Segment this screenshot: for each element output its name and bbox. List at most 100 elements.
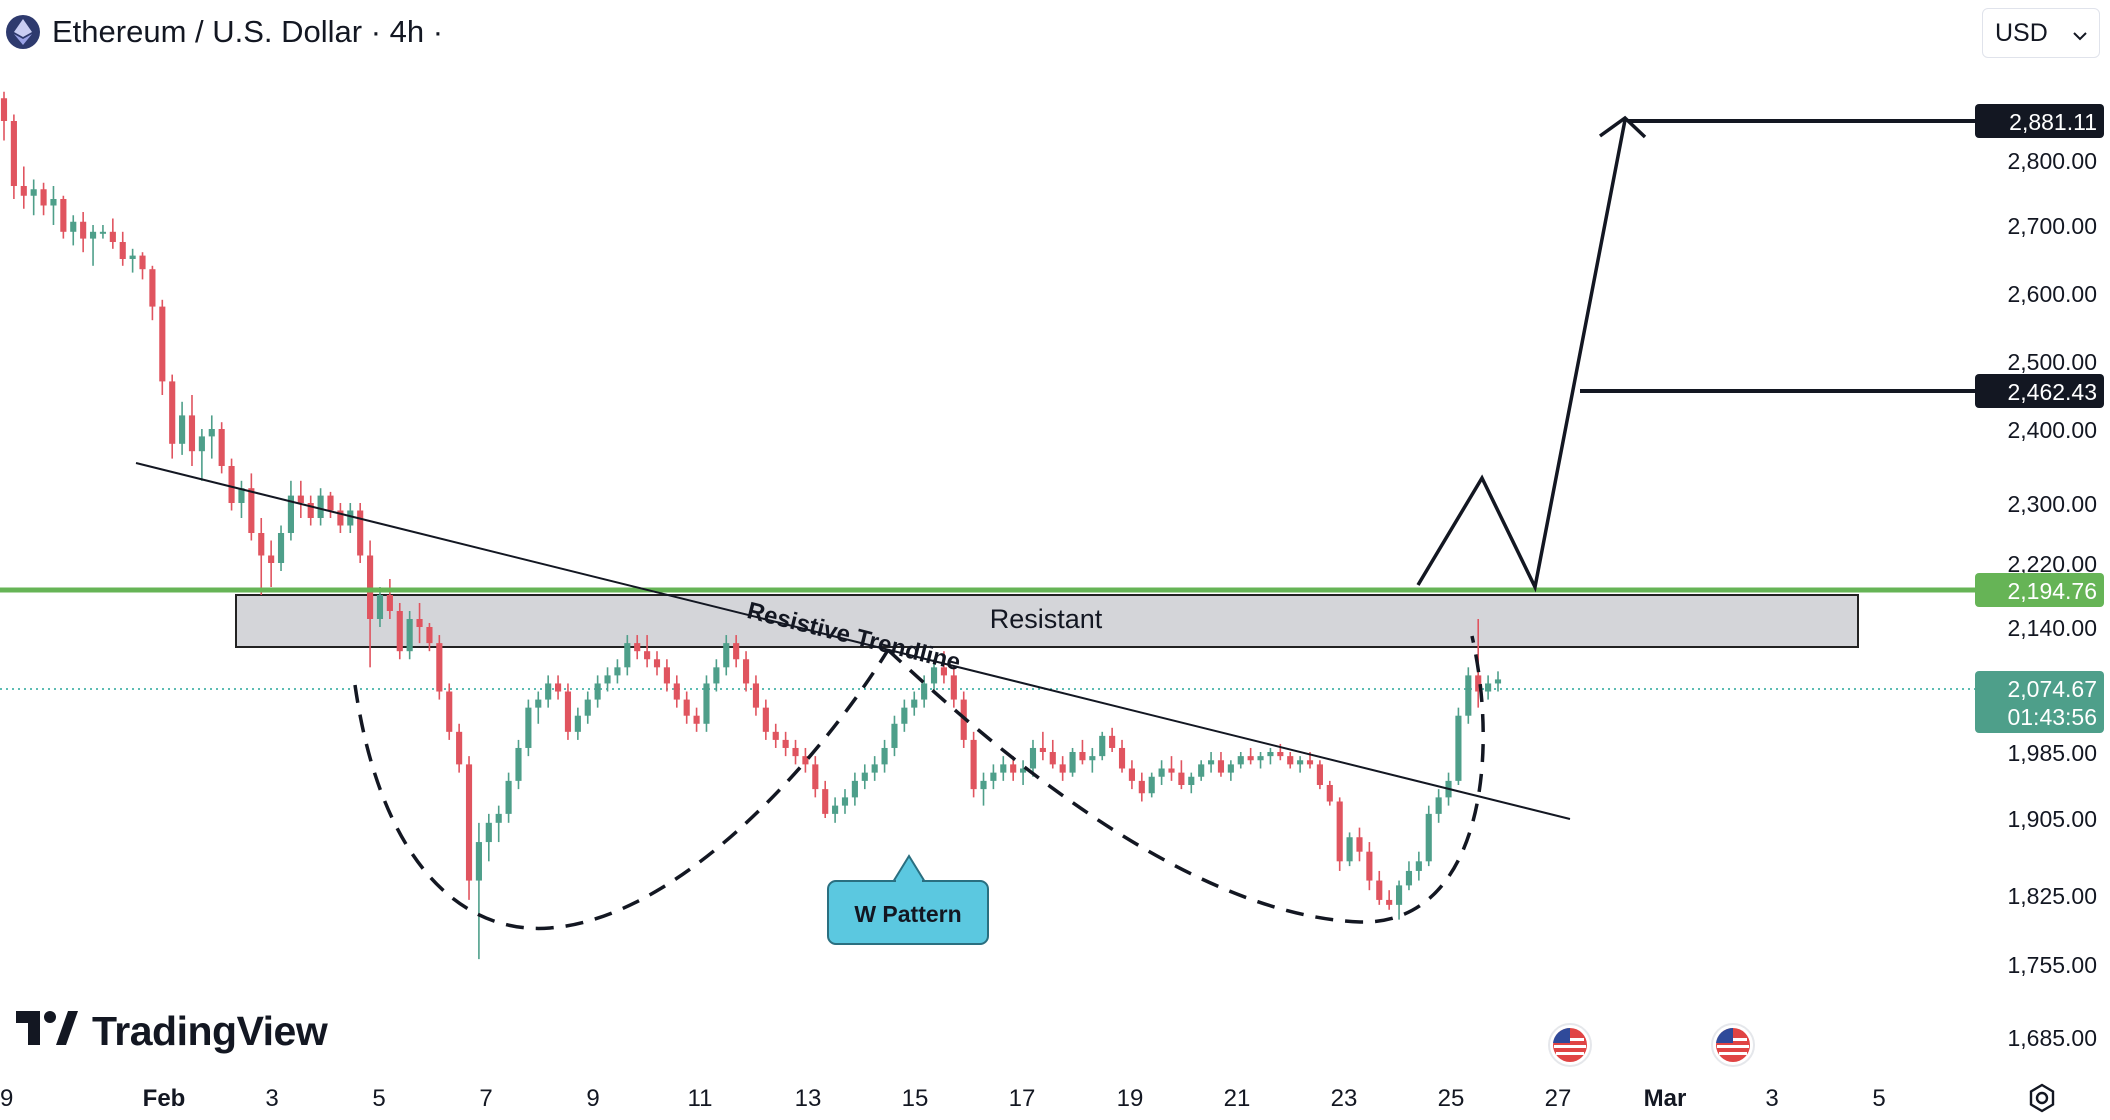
time-axis-tick: 5	[372, 1085, 385, 1112]
candle	[861, 764, 868, 790]
candle	[1455, 707, 1462, 785]
candle	[1089, 747, 1096, 773]
candle	[1465, 667, 1472, 724]
candle	[594, 675, 601, 708]
candle	[673, 675, 680, 708]
candle	[911, 691, 918, 716]
candle	[1415, 851, 1422, 881]
time-axis-tick: 7	[479, 1085, 492, 1112]
candle	[545, 675, 552, 708]
candle	[10, 114, 17, 199]
candle	[1395, 880, 1403, 920]
price-axis-tick: 2,600.00	[2007, 281, 2097, 307]
resistive-trendline[interactable]	[135, 462, 1571, 820]
candle	[258, 518, 265, 595]
time-axis-tick: 29	[0, 1085, 13, 1112]
candle	[871, 756, 878, 781]
w-pattern-right-curve	[886, 635, 1485, 924]
currency-selector[interactable]: USD	[1982, 8, 2100, 58]
candle	[1109, 727, 1116, 752]
candle	[1257, 752, 1264, 769]
time-axis-tick: 21	[1224, 1085, 1251, 1112]
price-axis[interactable]: 2,800.00 2,700.00 2,600.00 2,500.00 2,400.00…	[2007, 148, 2097, 1051]
candle	[713, 659, 720, 692]
chart-settings-button[interactable]	[2024, 1082, 2060, 1118]
candle	[693, 707, 700, 732]
tradingview-logo[interactable]: TradingView	[16, 1006, 328, 1056]
candle	[1287, 752, 1294, 769]
candle	[475, 822, 482, 960]
candle	[367, 540, 374, 668]
candle	[40, 182, 47, 216]
candle	[1148, 772, 1155, 798]
time-axis[interactable]: 29 Feb 3 5 7 9 11 13 15 17 19 21 23 25 27 Mar 3 5	[0, 1085, 1886, 1112]
candle	[792, 739, 799, 765]
candle	[198, 429, 205, 481]
candle	[1405, 861, 1413, 891]
symbol-header[interactable]: Ethereum / U.S. Dollar · 4h ·	[6, 10, 443, 54]
candle	[317, 488, 324, 526]
candle	[188, 395, 196, 466]
price-tag-value: 2,074.67	[2007, 676, 2097, 702]
w-pattern-label: W Pattern	[854, 901, 961, 927]
candle	[1386, 890, 1393, 910]
candle	[1494, 671, 1502, 692]
time-axis-tick: 9	[586, 1085, 599, 1112]
brand-name: TradingView	[92, 1007, 328, 1054]
candle	[1326, 780, 1333, 806]
candle	[1346, 832, 1353, 867]
currency-label: USD	[1995, 18, 2048, 47]
candle	[574, 707, 581, 740]
candle	[584, 691, 591, 724]
candle	[782, 731, 789, 757]
candle	[396, 603, 403, 660]
resistance-zone-label: Resistant	[990, 604, 1103, 634]
candle	[446, 683, 453, 740]
projection-arrowhead	[1598, 115, 1647, 139]
price-tag-value: 2,462.43	[2007, 379, 2097, 405]
candle	[1356, 827, 1363, 862]
candle	[822, 780, 829, 818]
candle	[30, 179, 37, 216]
projection-path	[1416, 119, 1627, 593]
candle	[159, 299, 166, 395]
candle	[357, 503, 364, 563]
economic-event-flag-us[interactable]	[1548, 1023, 1592, 1067]
candle	[1435, 789, 1442, 823]
candle	[733, 635, 740, 668]
candle	[208, 415, 215, 459]
candle	[564, 683, 572, 740]
time-axis-tick: 25	[1438, 1085, 1465, 1112]
price-axis-tick: 1,905.00	[2007, 806, 2097, 832]
chevron-down-icon	[2073, 19, 2087, 48]
candle	[337, 503, 344, 533]
candle	[970, 731, 977, 798]
ethereum-icon	[6, 15, 40, 49]
candle	[119, 231, 126, 266]
candle	[614, 659, 621, 684]
candle	[881, 739, 888, 773]
candle	[634, 635, 641, 660]
economic-event-flag-us[interactable]	[1711, 1023, 1755, 1067]
candle	[179, 401, 186, 455]
candle	[505, 772, 512, 823]
candle	[327, 491, 334, 518]
price-tag-value: 2,881.11	[2009, 109, 2097, 135]
candle	[1069, 747, 1076, 777]
time-axis-tick: Feb	[143, 1085, 186, 1112]
symbol-title: Ethereum / U.S. Dollar · 4h ·	[52, 14, 444, 49]
candle	[1188, 772, 1195, 794]
candle	[802, 747, 809, 773]
candle	[149, 265, 156, 321]
candle	[456, 723, 463, 773]
countdown-timer: 01:43:56	[2007, 704, 2097, 730]
price-axis-tick: 2,800.00	[2007, 148, 2097, 174]
candle	[50, 186, 57, 225]
candle	[1376, 870, 1383, 905]
w-pattern-callout-pointer	[891, 854, 927, 883]
candle	[683, 691, 690, 724]
time-axis-tick: 17	[1009, 1085, 1036, 1112]
